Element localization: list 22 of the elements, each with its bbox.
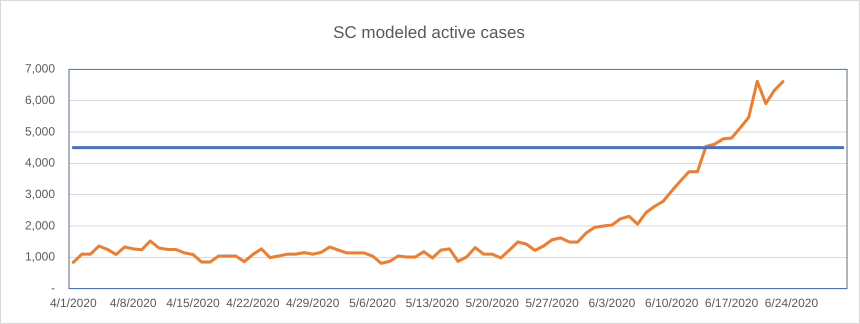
x-tick-label: 6/3/2020 (588, 296, 636, 310)
y-tick-label: 3,000 (25, 186, 56, 201)
y-tick-label: 6,000 (25, 93, 56, 108)
x-tick-label: 5/6/2020 (349, 296, 396, 310)
chart-title: SC modeled active cases (333, 22, 525, 42)
x-tick-label: 4/1/2020 (50, 296, 97, 310)
x-tick-label: 5/13/2020 (406, 296, 460, 310)
y-tick-label: 5,000 (25, 124, 56, 138)
y-tick-label: 1,000 (25, 250, 56, 264)
x-tick-label: 6/10/2020 (645, 296, 699, 310)
x-tick-label: 4/22/2020 (226, 296, 280, 310)
x-tick-label: 4/15/2020 (166, 296, 220, 310)
x-tick-label: 4/29/2020 (286, 296, 340, 310)
x-tick-label: 4/8/2020 (110, 296, 157, 310)
y-tick-label: - (51, 280, 56, 295)
y-tick-label: 4,000 (25, 156, 56, 170)
y-tick-label: 2,000 (25, 218, 56, 232)
x-tick-label: 6/24/2020 (764, 296, 818, 310)
x-tick-label: 6/17/2020 (704, 296, 759, 310)
x-tick-label: 5/20/2020 (466, 296, 520, 310)
y-tick-label: 7,000 (25, 62, 56, 76)
x-tick-label: 5/27/2020 (525, 296, 580, 310)
